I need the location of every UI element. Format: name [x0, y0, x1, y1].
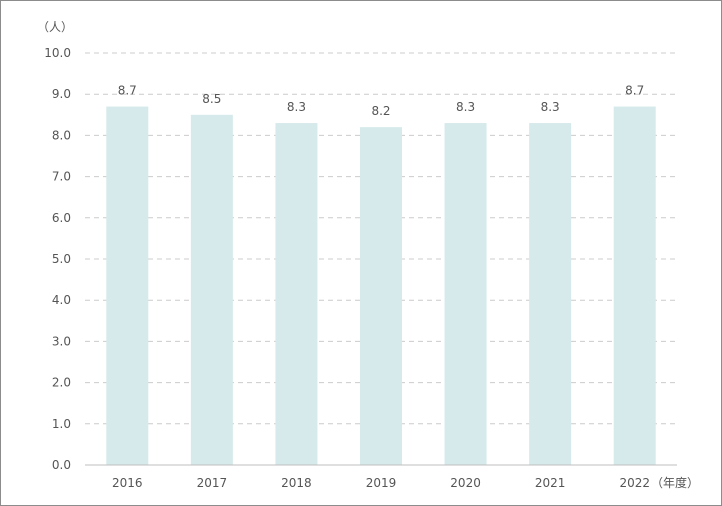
- bar-2022: [613, 106, 656, 465]
- x-tick-label-2016: 2016: [112, 476, 143, 490]
- data-label-2022: 8.7: [625, 84, 644, 98]
- x-tick-label-2020: 2020: [450, 476, 481, 490]
- bar-2020: [444, 123, 487, 465]
- bars: [106, 106, 656, 466]
- data-label-2020: 8.3: [456, 100, 475, 114]
- y-tick-label: 9.0: [52, 87, 71, 101]
- y-tick-label: 0.0: [52, 458, 71, 472]
- data-label-2017: 8.5: [202, 92, 221, 106]
- y-tick-label: 5.0: [52, 252, 71, 266]
- bar-2017: [190, 114, 233, 466]
- data-label-2016: 8.7: [118, 84, 137, 98]
- x-axis-unit-label: （年度）: [651, 475, 699, 490]
- labels: 0.0 1.0 2.0 3.0 4.0 5.0 6.0 7.0 8.0 9.0 10.0 8.7 201…: [44, 46, 650, 490]
- bar-2021: [529, 123, 572, 465]
- x-tick-label-2017: 2017: [197, 476, 228, 490]
- bar-2019: [360, 127, 402, 465]
- x-tick-label-2021: 2021: [535, 476, 566, 490]
- y-tick-label: 4.0: [52, 293, 71, 307]
- data-label-2021: 8.3: [541, 100, 560, 114]
- y-tick-label: 1.0: [52, 417, 71, 431]
- y-tick-label: 3.0: [52, 334, 71, 348]
- data-label-2019: 8.2: [371, 104, 390, 118]
- y-tick-label: 8.0: [52, 128, 71, 142]
- bar-2016: [106, 106, 149, 465]
- x-tick-label-2022: 2022: [619, 476, 650, 490]
- data-label-2018: 8.3: [287, 100, 306, 114]
- y-tick-label: 7.0: [52, 170, 71, 184]
- y-axis-unit-label: （人）: [37, 20, 73, 34]
- x-tick-label-2018: 2018: [281, 476, 312, 490]
- y-tick-label: 6.0: [52, 211, 71, 225]
- bar-2018: [275, 123, 318, 465]
- x-tick-label-2019: 2019: [366, 476, 397, 490]
- y-tick-label: 2.0: [52, 376, 71, 390]
- y-tick-label: 10.0: [44, 46, 71, 60]
